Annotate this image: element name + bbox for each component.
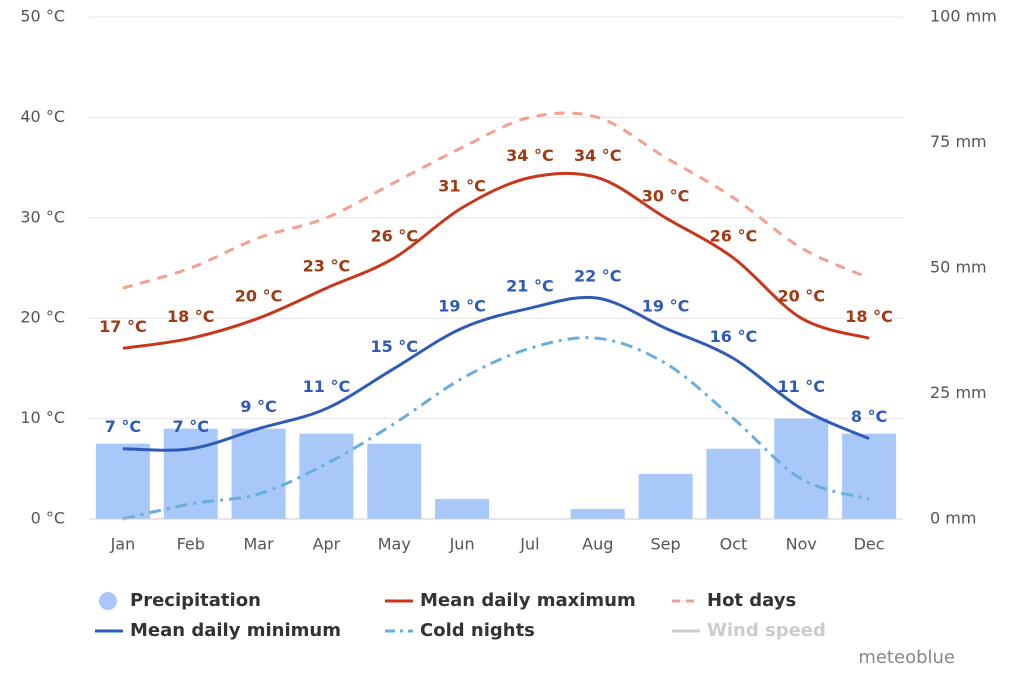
legend-label: Mean daily maximum	[420, 590, 636, 611]
x-tick-label: May	[378, 535, 411, 554]
value-label: 26 °C	[710, 226, 758, 245]
line	[122, 295, 870, 452]
value-label: 34 °C	[506, 146, 554, 165]
legend-label: Wind speed	[707, 620, 826, 641]
x-tick-label: Jul	[519, 535, 539, 554]
y2-tick-label: 0 mm	[930, 509, 976, 528]
value-label: 17 °C	[99, 317, 147, 336]
value-label: 8 °C	[851, 407, 887, 426]
value-label: 31 °C	[438, 176, 486, 195]
x-tick-label: Dec	[854, 535, 885, 554]
value-label: 15 °C	[370, 337, 418, 356]
value-label: 16 °C	[710, 327, 758, 346]
value-label: 9 °C	[240, 397, 276, 416]
x-tick-label: Oct	[720, 535, 748, 554]
bar	[95, 443, 150, 519]
y-tick-label: 10 °C	[20, 408, 65, 427]
legend-label: Cold nights	[420, 620, 535, 641]
value-label: 18 °C	[167, 307, 215, 326]
credit: meteoblue	[858, 647, 955, 668]
y-tick-label: 20 °C	[20, 308, 65, 327]
value-label: 26 °C	[370, 226, 418, 245]
legend-label: Hot days	[707, 590, 796, 611]
value-label: 19 °C	[438, 297, 486, 316]
value-label: 22 °C	[574, 267, 622, 286]
bar	[435, 498, 490, 519]
value-label: 7 °C	[173, 417, 209, 436]
legend-symbol	[99, 592, 117, 610]
value-label: 19 °C	[642, 297, 690, 316]
x-tick-label: Sep	[651, 535, 681, 554]
value-label: 23 °C	[303, 257, 351, 276]
y2-tick-label: 25 mm	[930, 383, 987, 402]
value-label: 18 °C	[845, 307, 893, 326]
bar	[367, 443, 422, 519]
value-label: 20 °C	[235, 287, 283, 306]
value-label: 21 °C	[506, 277, 554, 296]
bar	[570, 508, 625, 519]
x-tick-label: Mar	[243, 535, 274, 554]
x-tick-label: Jun	[449, 535, 475, 554]
line	[122, 171, 870, 350]
value-label: 20 °C	[777, 287, 825, 306]
x-tick-label: Jan	[110, 535, 136, 554]
y2-tick-label: 75 mm	[930, 132, 987, 151]
y-tick-label: 40 °C	[20, 107, 65, 126]
bar	[842, 433, 897, 519]
x-tick-label: Nov	[786, 535, 817, 554]
x-tick-label: Feb	[177, 535, 205, 554]
x-tick-label: Aug	[582, 535, 613, 554]
bar	[231, 428, 286, 519]
y2-tick-label: 100 mm	[930, 7, 997, 26]
x-tick-label: Apr	[313, 535, 341, 554]
bar	[163, 428, 218, 519]
line	[122, 111, 870, 290]
bar	[774, 418, 829, 519]
value-label: 11 °C	[777, 377, 825, 396]
value-label: 30 °C	[642, 186, 690, 205]
legend-label: Precipitation	[130, 590, 261, 611]
y-tick-label: 50 °C	[20, 7, 65, 26]
line	[122, 336, 870, 521]
y-tick-label: 30 °C	[20, 207, 65, 226]
value-label: 7 °C	[105, 417, 141, 436]
y2-tick-label: 50 mm	[930, 258, 987, 277]
bar	[299, 433, 354, 519]
bar	[706, 448, 761, 519]
legend-label: Mean daily minimum	[130, 620, 341, 641]
value-label: 34 °C	[574, 146, 622, 165]
y-tick-label: 0 °C	[31, 509, 65, 528]
value-label: 11 °C	[303, 377, 351, 396]
bar	[638, 473, 693, 519]
